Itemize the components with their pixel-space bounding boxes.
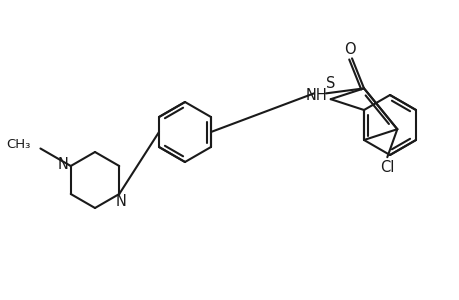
Text: N: N xyxy=(57,157,68,172)
Text: CH₃: CH₃ xyxy=(6,138,30,151)
Text: NH: NH xyxy=(304,88,326,103)
Text: N: N xyxy=(116,194,126,209)
Text: Cl: Cl xyxy=(379,160,394,175)
Text: O: O xyxy=(343,42,355,57)
Text: S: S xyxy=(325,76,335,91)
